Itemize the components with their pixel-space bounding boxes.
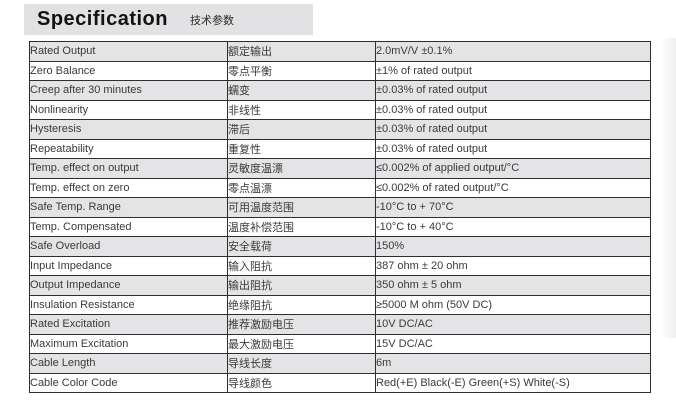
spec-value: 6m [375, 353, 651, 374]
spec-name-en: Output Impedance [29, 275, 228, 296]
spec-name-zh: 推荐激励电压 [227, 314, 376, 335]
spec-name-en: Cable Color Code [29, 372, 228, 393]
spec-value: 10V DC/AC [375, 314, 651, 335]
spec-name-zh: 绝缘阻抗 [227, 294, 376, 315]
spec-name-zh: 导线长度 [227, 353, 376, 374]
page-title-chinese: 技术参数 [189, 14, 234, 27]
table-row: Temp. Compensated 温度补偿范围 -10°C to + 40°C [29, 216, 651, 237]
spec-value: -10°C to + 40°C [375, 216, 651, 237]
table-row: Nonlinearity 非线性 ±0.03% of rated output [29, 99, 651, 120]
spec-name-en: Creep after 30 minutes [29, 80, 228, 101]
page-title: Specification [37, 8, 168, 30]
table-row: Safe Temp. Range 可用温度范围 -10°C to + 70°C [29, 197, 651, 218]
spec-value: Red(+E) Black(-E) Green(+S) White(-S) [375, 372, 651, 393]
spec-name-zh: 零点平衡 [227, 60, 376, 81]
spec-name-zh: 最大激励电压 [227, 333, 376, 354]
table-row: Repeatability 重复性 ±0.03% of rated output [29, 138, 651, 159]
spec-name-en: Cable Length [29, 353, 228, 374]
table-row: Rated Output 额定输出 2.0mV/V ±0.1% [29, 41, 651, 62]
spec-name-en: Maximum Excitation [29, 333, 228, 354]
spec-name-en: Repeatability [29, 138, 228, 159]
spec-value: 350 ohm ± 5 ohm [375, 275, 651, 296]
spec-value: ±0.03% of rated output [375, 99, 651, 120]
table-row: Cable Length 导线长度 6m [29, 353, 651, 374]
spec-name-zh: 蠕变 [227, 80, 376, 101]
table-row: Temp. effect on zero 零点温漂 ≤0.002% of rated… [29, 177, 651, 198]
spec-value: 2.0mV/V ±0.1% [375, 41, 651, 62]
spec-value: -10°C to + 70°C [375, 197, 651, 218]
scan-edge-shadow [660, 38, 676, 338]
spec-name-zh: 输出阻抗 [227, 275, 376, 296]
specification-table-body: Rated Output 额定输出 2.0mV/V ±0.1% Zero Balan… [29, 41, 651, 393]
spec-value: ±0.03% of rated output [375, 80, 651, 101]
spec-name-en: Temp. effect on output [29, 158, 228, 179]
spec-value: ±0.03% of rated output [375, 119, 651, 140]
spec-value: ≤0.002% of rated output/°C [375, 177, 651, 198]
spec-name-zh: 重复性 [227, 138, 376, 159]
spec-name-zh: 输入阻抗 [227, 255, 376, 276]
spec-name-zh: 可用温度范围 [227, 197, 376, 218]
table-row: Creep after 30 minutes 蠕变 ±0.03% of rated … [29, 80, 651, 101]
spec-name-zh: 零点温漂 [227, 177, 376, 198]
table-row: Output Impedance 输出阻抗 350 ohm ± 5 ohm [29, 275, 651, 296]
specification-table: Rated Output 额定输出 2.0mV/V ±0.1% Zero Balan… [29, 41, 651, 393]
spec-name-en: Zero Balance [29, 60, 228, 81]
spec-name-zh: 安全载荷 [227, 236, 376, 257]
table-row: Insulation Resistance 绝缘阻抗 ≥5000 M ohm (50… [29, 294, 651, 315]
spec-value: ≥5000 M ohm (50V DC) [375, 294, 651, 315]
spec-name-en: Input Impedance [29, 255, 228, 276]
spec-name-en: Safe Overload [29, 236, 228, 257]
spec-name-en: Nonlinearity [29, 99, 228, 120]
table-row: Rated Excitation 推荐激励电压 10V DC/AC [29, 314, 651, 335]
spec-name-en: Safe Temp. Range [29, 197, 228, 218]
spec-name-en: Hysteresis [29, 119, 228, 140]
spec-name-en: Temp. Compensated [29, 216, 228, 237]
spec-name-zh: 导线颜色 [227, 372, 376, 393]
spec-name-en: Rated Output [29, 41, 228, 62]
section-title-banner: Specification 技术参数 [24, 4, 313, 35]
table-row: Zero Balance 零点平衡 ±1% of rated output [29, 60, 651, 81]
spec-value: ±0.03% of rated output [375, 138, 651, 159]
table-row: Temp. effect on output 灵敏度温漂 ≤0.002% of ap… [29, 158, 651, 179]
spec-value: 150% [375, 236, 651, 257]
spec-value: ±1% of rated output [375, 60, 651, 81]
spec-name-zh: 非线性 [227, 99, 376, 120]
spec-value: 387 ohm ± 20 ohm [375, 255, 651, 276]
spec-name-en: Temp. effect on zero [29, 177, 228, 198]
spec-name-en: Insulation Resistance [29, 294, 228, 315]
table-row: Safe Overload 安全载荷 150% [29, 236, 651, 257]
table-row: Cable Color Code 导线颜色 Red(+E) Black(-E) Gr… [29, 372, 651, 393]
spec-name-zh: 额定输出 [227, 41, 376, 62]
spec-name-en: Rated Excitation [29, 314, 228, 335]
table-row: Maximum Excitation 最大激励电压 15V DC/AC [29, 333, 651, 354]
spec-name-zh: 灵敏度温漂 [227, 158, 376, 179]
table-row: Hysteresis 滞后 ±0.03% of rated output [29, 119, 651, 140]
spec-value: 15V DC/AC [375, 333, 651, 354]
table-row: Input Impedance 输入阻抗 387 ohm ± 20 ohm [29, 255, 651, 276]
spec-name-zh: 温度补偿范围 [227, 216, 376, 237]
spec-value: ≤0.002% of applied output/°C [375, 158, 651, 179]
spec-name-zh: 滞后 [227, 119, 376, 140]
